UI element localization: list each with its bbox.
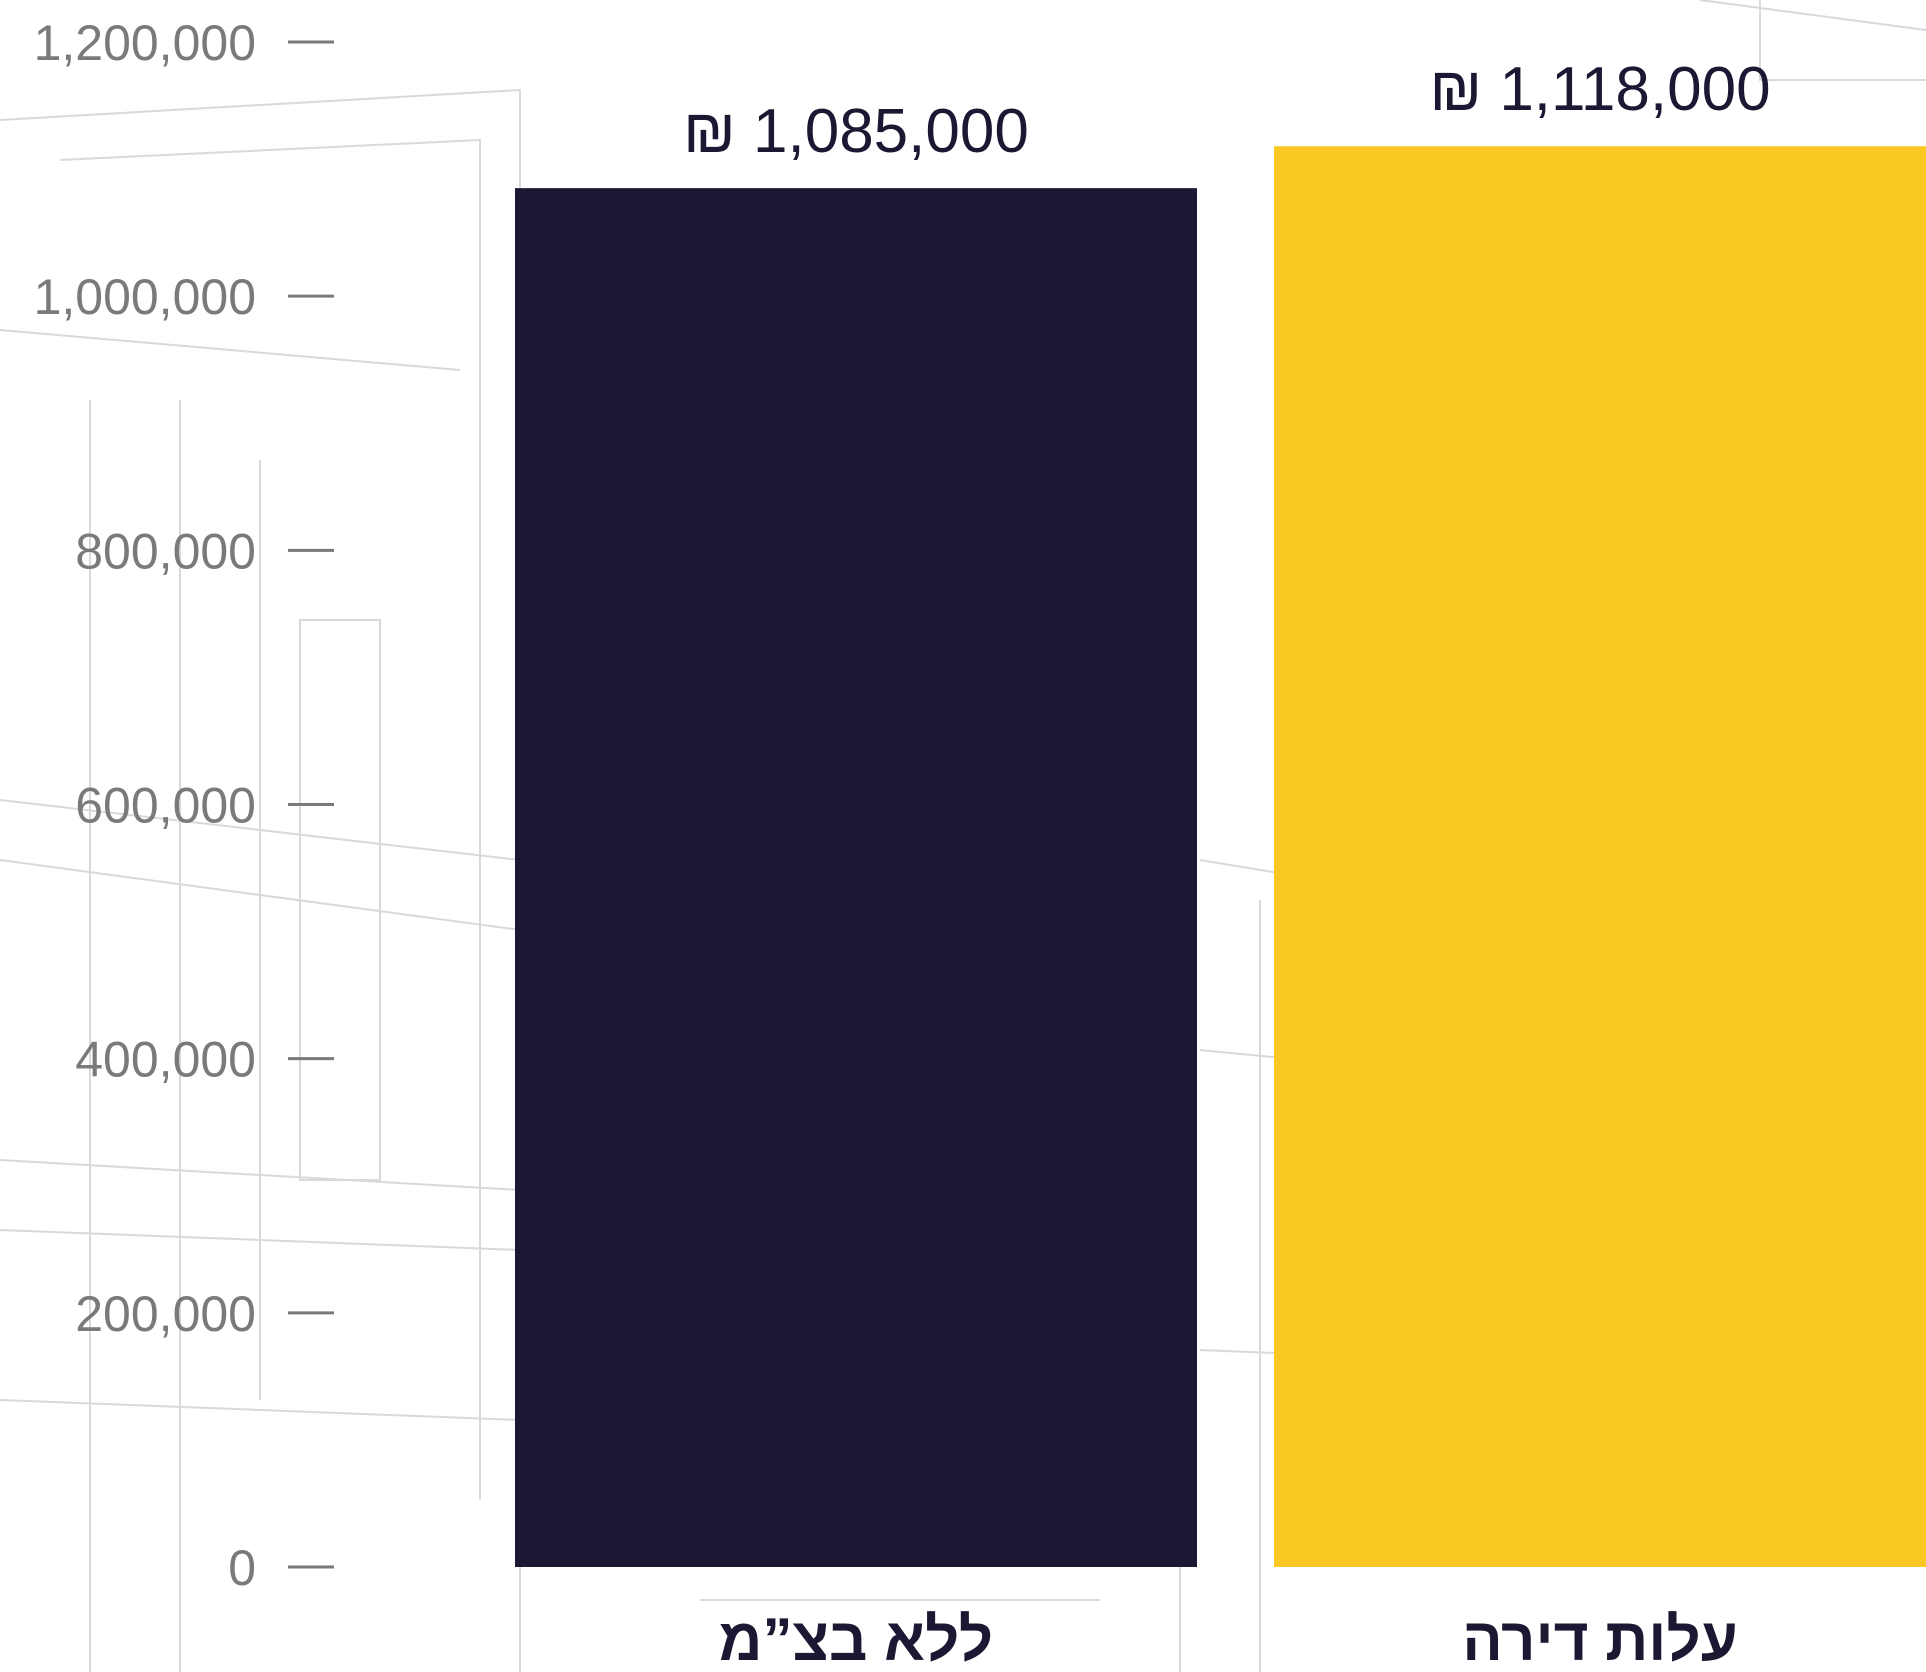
bar xyxy=(515,188,1197,1567)
bar-value-label: ₪ 1,118,000 xyxy=(1429,55,1770,124)
category-labels: ללא בצ”מ עלות דירה xyxy=(719,1606,1738,1672)
y-tick-label: 1,000,000 xyxy=(34,269,256,325)
bar-value-label: ₪ 1,085,000 xyxy=(683,97,1029,166)
y-tick-label: 1,200,000 xyxy=(34,15,256,71)
y-tick-label: 400,000 xyxy=(75,1032,256,1088)
y-tick-label: 200,000 xyxy=(75,1286,256,1342)
bars xyxy=(515,146,1926,1567)
bar xyxy=(1274,146,1926,1567)
value-labels: ₪ 1,085,000 ₪ 1,118,000 xyxy=(683,55,1770,166)
category-label: עלות דירה xyxy=(1462,1606,1738,1672)
y-axis: 0 200,000 400,000 600,000 800,000 1,000,000 1,… xyxy=(34,15,334,1596)
y-tick-label: 800,000 xyxy=(75,523,256,579)
category-label: ללא בצ”מ xyxy=(719,1606,993,1672)
y-tick-label: 0 xyxy=(228,1540,256,1596)
y-tick-label: 600,000 xyxy=(75,778,256,834)
